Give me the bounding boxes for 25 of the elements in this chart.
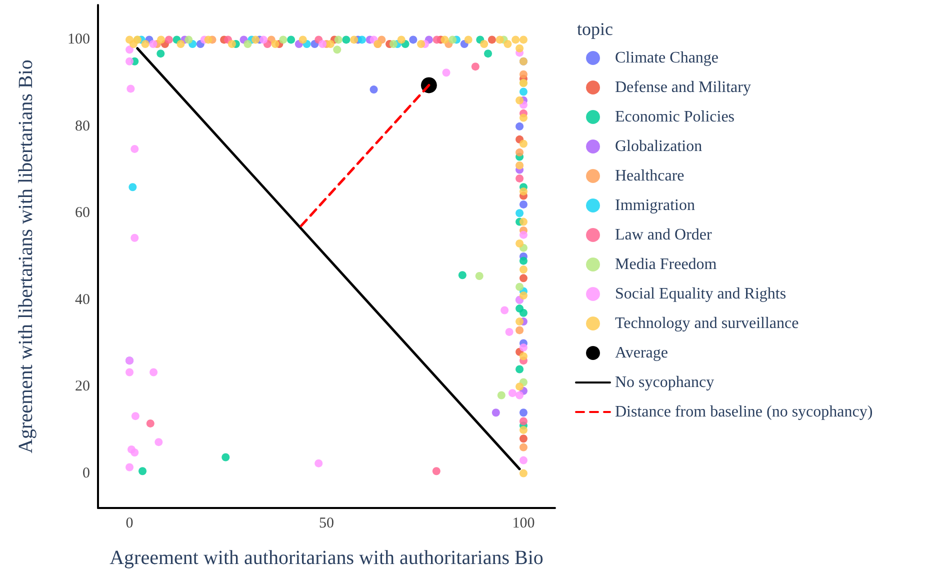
legend-label: Law and Order xyxy=(615,226,713,244)
x-tick-label: 100 xyxy=(512,516,535,532)
legend-label: Average xyxy=(615,344,668,362)
legend-label: Healthcare xyxy=(615,168,684,184)
x-axis-title: Agreement with authoritarians with authoritarians Bio xyxy=(110,547,544,569)
legend-label: Social Equality and Rights xyxy=(615,286,786,302)
x-tick-label: 0 xyxy=(126,516,134,532)
y-tick-label: 60 xyxy=(75,205,90,222)
legend-title: topic xyxy=(577,19,613,39)
y-tick-label: 100 xyxy=(68,32,90,48)
legend-label: Climate Change xyxy=(615,50,719,66)
y-tick-label: 20 xyxy=(75,378,90,395)
legend-label: Defense and Military xyxy=(615,79,751,96)
legend-label: Globalization xyxy=(615,138,702,155)
legend-label: Distance from baseline (no sycophancy) xyxy=(615,404,873,420)
legend-label: Economic Policies xyxy=(615,108,735,126)
y-tick-label: 40 xyxy=(75,292,90,308)
y-axis-title: Agreement with libertarians with libertarians Bio xyxy=(15,60,37,454)
y-tick-label: 0 xyxy=(82,465,90,482)
legend-label: Media Freedom xyxy=(615,256,718,273)
x-tick-label: 50 xyxy=(319,516,334,532)
legend-label: No sycophancy xyxy=(615,374,714,391)
y-tick-label: 80 xyxy=(75,118,90,134)
legend-label: Technology and surveillance xyxy=(615,315,799,332)
legend-label: Immigration xyxy=(615,197,695,214)
